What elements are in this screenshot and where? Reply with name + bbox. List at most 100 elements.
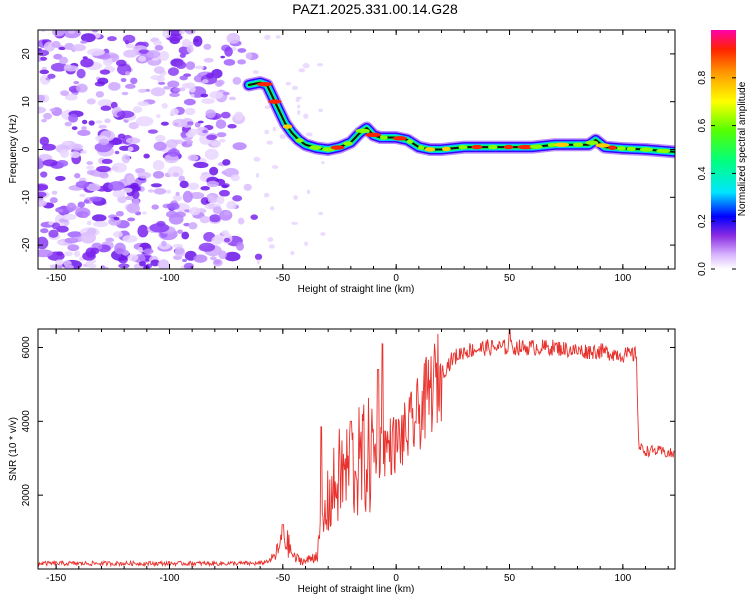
noise-blob xyxy=(47,73,56,79)
snr-panel: -150 -100 -50 0 50 100 2000 4000 6000 Height of… xyxy=(8,328,676,595)
noise-blob xyxy=(167,148,180,158)
noise-blob xyxy=(223,58,236,66)
noise-blob xyxy=(237,59,247,65)
noise-blob xyxy=(149,223,170,233)
noise-blob xyxy=(165,189,172,194)
spectrogram-noise xyxy=(38,30,326,269)
bottom-x-ticks: -150 -100 -50 0 50 100 xyxy=(46,329,669,584)
noise-blob xyxy=(156,114,161,118)
colorbar-tick-label: 0.0 xyxy=(697,262,708,276)
noise-blob xyxy=(154,44,164,51)
noise-blob xyxy=(213,234,224,242)
noise-blob-faint xyxy=(298,68,306,73)
noise-blob xyxy=(170,108,179,116)
noise-blob xyxy=(224,251,241,262)
top-x-tick-label: -150 xyxy=(46,273,66,284)
noise-blob xyxy=(202,79,209,84)
spectrogram-ridge xyxy=(242,76,675,159)
noise-blob xyxy=(137,249,144,253)
noise-blob xyxy=(226,201,237,210)
noise-blob xyxy=(155,134,166,142)
noise-blob xyxy=(232,142,247,151)
noise-blob xyxy=(172,87,181,92)
noise-blob-faint xyxy=(267,237,274,242)
noise-blob xyxy=(183,98,196,106)
noise-blob xyxy=(178,175,186,182)
noise-blob xyxy=(77,129,91,136)
noise-blob xyxy=(125,43,135,49)
ridge-hotspot xyxy=(424,147,436,152)
noise-blob xyxy=(209,214,221,223)
noise-blob xyxy=(197,120,204,124)
colorbar-tick-label: 0.6 xyxy=(697,118,708,132)
noise-blob xyxy=(82,251,96,261)
noise-blob xyxy=(167,166,184,178)
noise-blob xyxy=(97,77,109,85)
noise-blob xyxy=(58,46,66,51)
noise-blob-faint xyxy=(306,189,311,195)
noise-blob xyxy=(193,161,209,169)
ridge-hotspot xyxy=(517,144,534,150)
noise-blob xyxy=(198,242,216,252)
noise-blob xyxy=(150,259,160,267)
top-x-ticks: -150 -100 -50 0 50 100 xyxy=(46,30,669,284)
noise-blob xyxy=(183,262,194,269)
noise-blob xyxy=(40,30,46,33)
noise-blob xyxy=(86,161,94,165)
noise-blob xyxy=(186,139,194,145)
noise-blob xyxy=(131,190,140,199)
noise-blob xyxy=(40,56,48,61)
noise-blob xyxy=(210,140,221,147)
top-x-tick-label: 0 xyxy=(393,273,399,284)
noise-blob-faint xyxy=(291,221,299,225)
noise-blob xyxy=(77,201,85,208)
bottom-x-tick-label: 50 xyxy=(504,573,516,584)
noise-blob xyxy=(56,240,65,245)
bottom-y-tick-label: 2000 xyxy=(21,484,32,507)
noise-blob-faint xyxy=(304,241,308,246)
noise-blob xyxy=(172,118,188,128)
noise-blob-faint xyxy=(255,172,260,178)
bottom-x-tick-label: -150 xyxy=(46,573,66,584)
noise-blob xyxy=(209,166,219,176)
noise-blob xyxy=(188,207,201,216)
noise-blob xyxy=(113,216,120,221)
noise-blob xyxy=(49,264,57,269)
noise-blob xyxy=(108,181,125,191)
top-y-tick-label: -20 xyxy=(21,237,32,252)
noise-blob xyxy=(80,58,94,68)
noise-blob xyxy=(137,171,152,179)
noise-blob xyxy=(152,170,165,179)
noise-blob xyxy=(194,65,205,70)
colorbar-tick-label: 0.8 xyxy=(697,70,708,84)
noise-blob xyxy=(199,215,211,224)
noise-blob xyxy=(228,96,237,101)
noise-blob xyxy=(107,36,117,42)
noise-blob xyxy=(101,158,113,165)
noise-blob-faint xyxy=(305,132,313,137)
noise-blob xyxy=(216,132,227,138)
noise-blob xyxy=(210,256,217,261)
noise-blob xyxy=(74,173,81,179)
noise-blob xyxy=(203,43,212,50)
noise-blob xyxy=(115,210,124,217)
ridge-hotspot xyxy=(585,140,599,145)
noise-blob xyxy=(39,136,50,146)
noise-blob xyxy=(220,55,226,59)
noise-blob xyxy=(79,193,86,198)
top-y-tick-label: 0 xyxy=(21,146,32,152)
noise-blob xyxy=(187,154,199,162)
noise-blob xyxy=(147,189,155,193)
noise-blob xyxy=(41,66,47,70)
noise-blob xyxy=(114,150,120,155)
bottom-x-tick-label: 100 xyxy=(615,573,632,584)
noise-blob xyxy=(150,183,163,188)
noise-blob xyxy=(121,154,131,164)
noise-blob xyxy=(179,75,188,81)
noise-blob xyxy=(186,121,194,126)
noise-blob xyxy=(86,165,95,170)
noise-blob-faint xyxy=(264,105,271,110)
noise-blob xyxy=(123,49,138,58)
ridge-hotspot xyxy=(595,143,610,148)
noise-blob xyxy=(158,50,170,61)
